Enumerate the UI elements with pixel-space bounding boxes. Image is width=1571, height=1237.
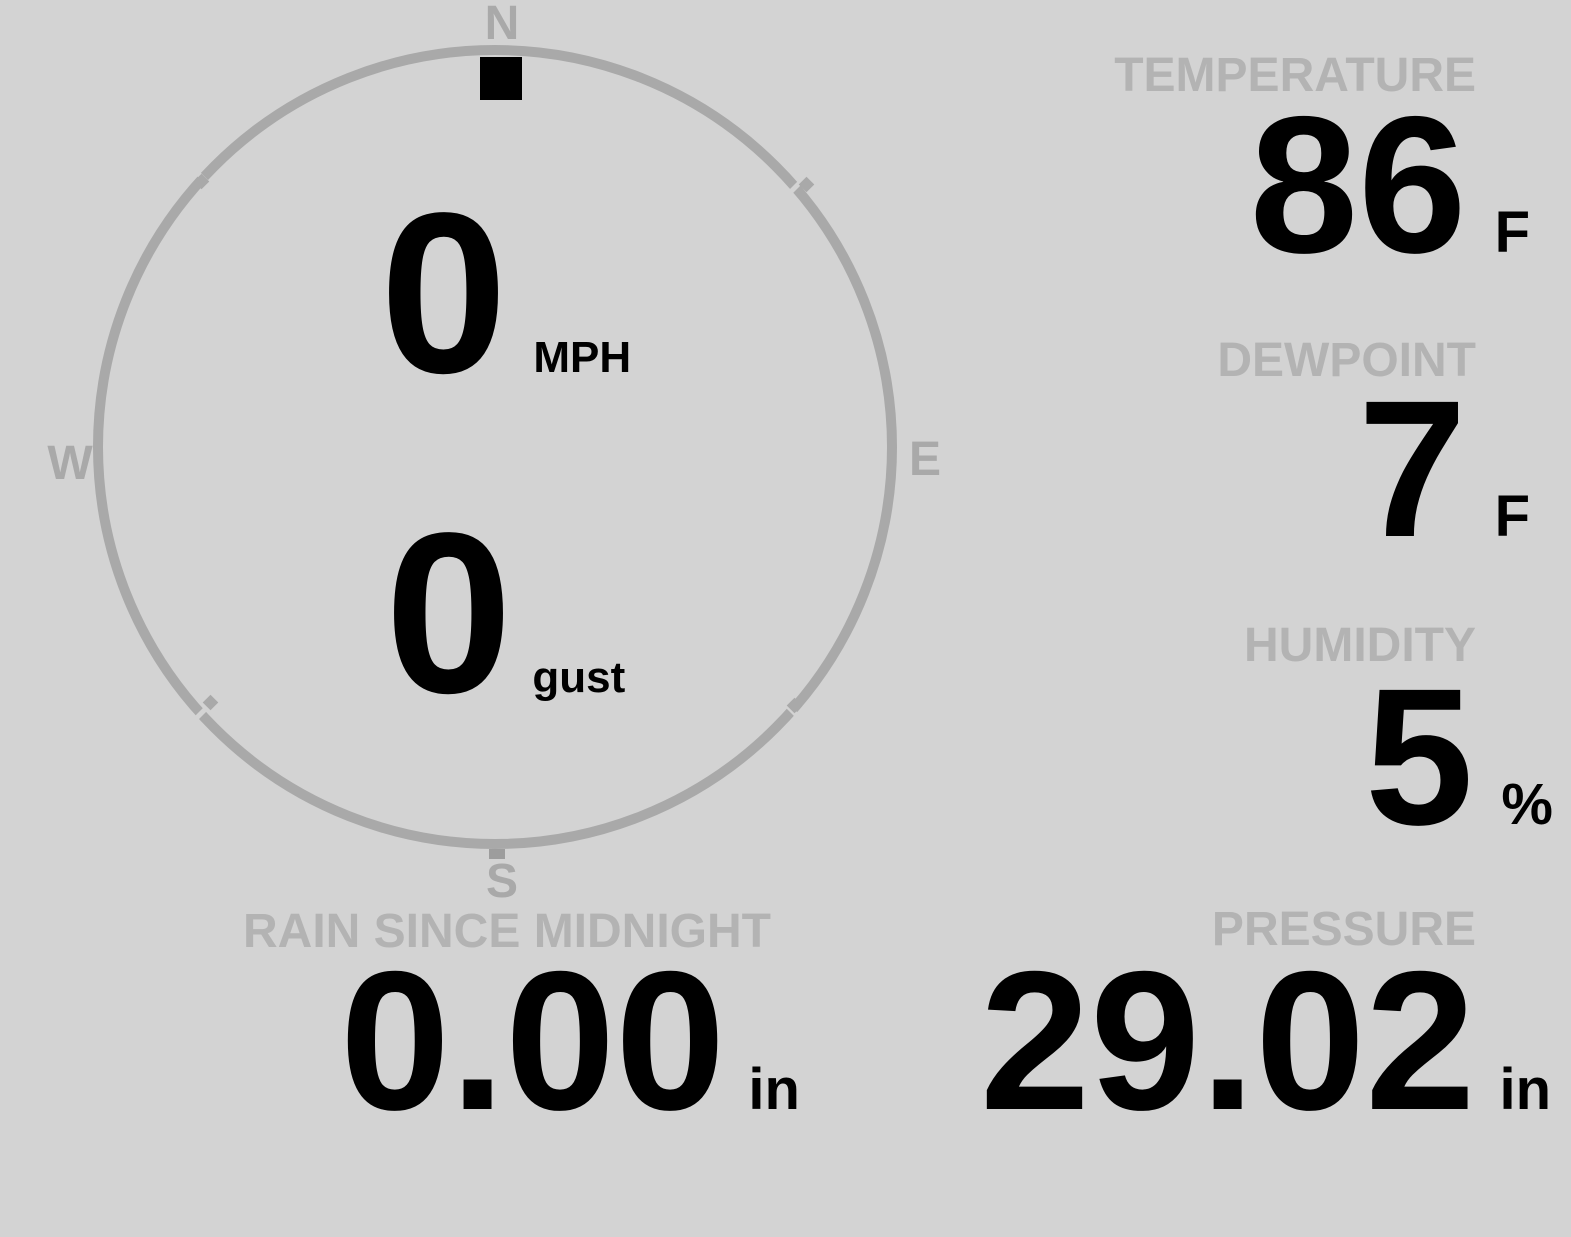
wind-speed-readout: 0 MPH	[380, 179, 631, 408]
dewpoint-readout: 7 F	[1358, 372, 1530, 567]
pressure-label: PRESSURE	[1211, 903, 1476, 956]
rain-since-midnight-unit: in	[748, 1057, 800, 1122]
wind-speed-value: 0	[380, 165, 508, 421]
temperature-readout: 86 F	[1250, 88, 1530, 283]
humidity-label: HUMIDITY	[1244, 619, 1476, 672]
humidity-unit: %	[1501, 772, 1553, 837]
wind-speed-unit: MPH	[533, 333, 632, 382]
compass-west-label: W	[47, 437, 93, 490]
pressure-readout: 29.02 in	[980, 942, 1551, 1140]
temperature-label: TEMPERATURE	[1114, 49, 1476, 102]
compass-east-label: E	[908, 433, 942, 486]
rain-since-midnight-readout: 0.00 in	[340, 942, 800, 1140]
compass-south-label: S	[485, 855, 519, 908]
dewpoint-unit: F	[1494, 484, 1530, 549]
wind-direction-indicator	[480, 57, 522, 100]
wind-gust-readout: 0 gust	[385, 499, 625, 728]
humidity-value: 5	[1364, 648, 1474, 866]
temperature-value: 86	[1249, 76, 1467, 294]
pressure-unit: in	[1499, 1057, 1551, 1122]
dewpoint-label: DEWPOINT	[1217, 334, 1476, 387]
pressure-value: 29.02	[979, 930, 1476, 1151]
compass-ring	[93, 45, 897, 849]
dewpoint-value: 7	[1358, 360, 1467, 578]
temperature-unit: F	[1494, 200, 1530, 265]
rain-since-midnight-label: RAIN SINCE MIDNIGHT	[243, 905, 771, 958]
wind-gust-unit: gust	[532, 653, 626, 702]
compass-south-tick	[489, 849, 505, 859]
humidity-readout: 5 %	[1365, 660, 1553, 855]
wind-gust-value: 0	[385, 485, 513, 741]
compass-north-label: N	[484, 0, 520, 50]
rain-since-midnight-value: 0.00	[340, 930, 726, 1151]
